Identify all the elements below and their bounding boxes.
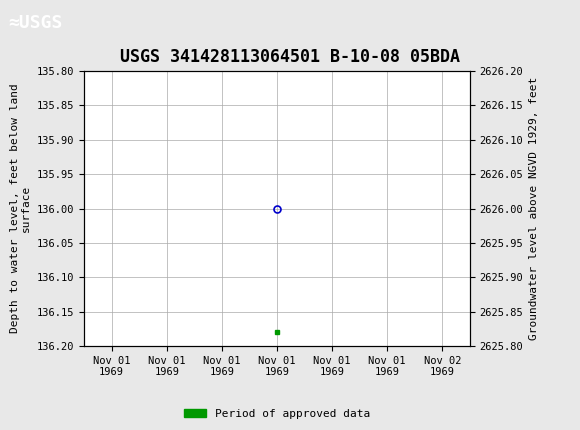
Y-axis label: Depth to water level, feet below land
surface: Depth to water level, feet below land su… <box>10 84 31 333</box>
Legend: Period of approved data: Period of approved data <box>179 404 375 423</box>
Y-axis label: Groundwater level above NGVD 1929, feet: Groundwater level above NGVD 1929, feet <box>529 77 539 340</box>
Text: ≈USGS: ≈USGS <box>9 15 63 33</box>
Text: USGS 341428113064501 B-10-08 05BDA: USGS 341428113064501 B-10-08 05BDA <box>120 48 460 66</box>
